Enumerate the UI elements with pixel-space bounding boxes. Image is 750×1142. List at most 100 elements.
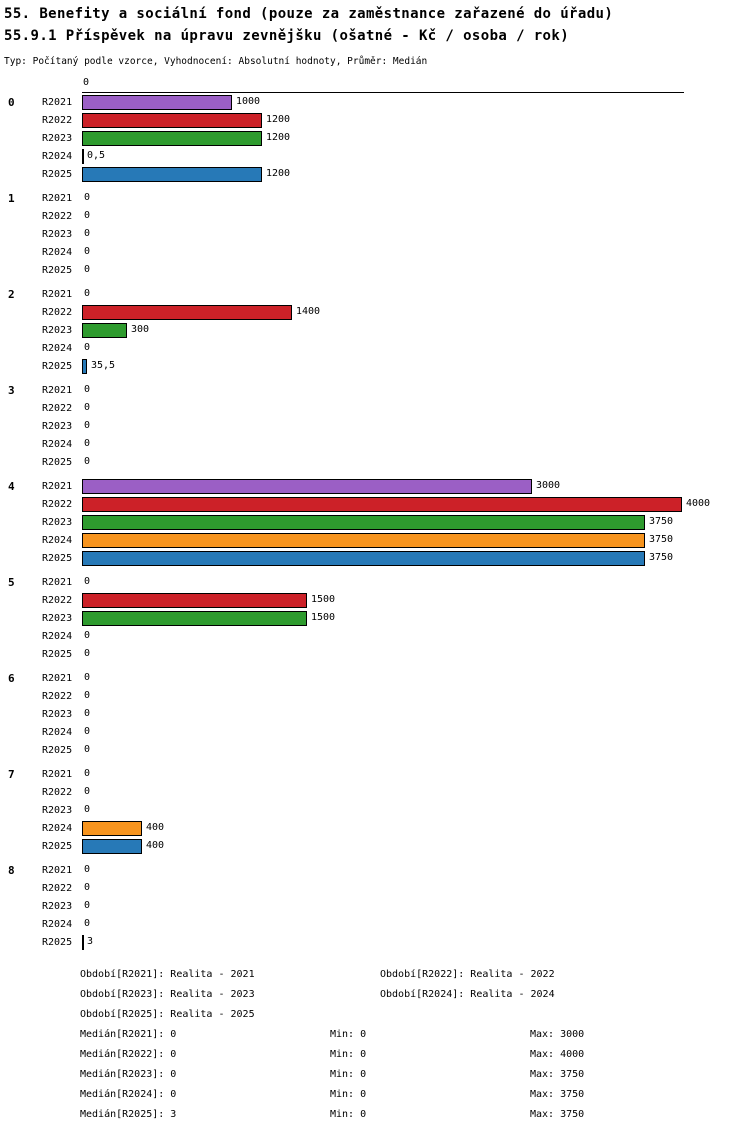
value-label: 3750: [649, 516, 674, 527]
bar: [82, 358, 87, 374]
value-label: 0: [84, 420, 91, 431]
bar-row: R2023 0: [0, 897, 750, 915]
series-label: R2024: [42, 726, 73, 738]
series-label: R2021: [42, 96, 73, 108]
bar-row: R2024 0: [0, 915, 750, 933]
series-label: R2025: [42, 840, 73, 852]
series-label: R2023: [42, 804, 73, 816]
bar-area: 300: [82, 322, 750, 338]
bar-area: 0: [82, 340, 750, 356]
bar-area: 0: [82, 262, 750, 278]
series-label: R2022: [42, 402, 73, 414]
bar-row: R2025 3750: [0, 549, 750, 567]
bar-area: 0: [82, 436, 750, 452]
bar-row: R2025 0: [0, 645, 750, 663]
value-label: 0: [84, 576, 91, 587]
bar-row: R2025 0: [0, 741, 750, 759]
series-label: R2023: [42, 516, 73, 528]
legend-stat-row: Medián[R2024]: 0 Min: 0 Max: 3750: [80, 1085, 750, 1105]
legend-period-label: Období[R2022]: Realita - 2022: [380, 969, 555, 980]
bar-area: 0: [82, 646, 750, 662]
bar-area: 0: [82, 862, 750, 878]
bar-group: 1 R2021 0 R2022 0 R2023 0 R2024 0 R2025 0: [0, 189, 750, 279]
bar-area: 3000: [82, 478, 750, 494]
series-label: R2021: [42, 672, 73, 684]
series-label: R2023: [42, 228, 73, 240]
value-label: 0: [84, 630, 91, 641]
bar-row: R2024 0: [0, 339, 750, 357]
bar-area: 1400: [82, 304, 750, 320]
stat-max-label: Max: 3000: [530, 1029, 585, 1040]
bar-area: 0: [82, 742, 750, 758]
legend-stat-row: Medián[R2025]: 3 Min: 0 Max: 3750: [80, 1105, 750, 1125]
bar-area: 0: [82, 688, 750, 704]
bar-area: 3: [82, 934, 750, 950]
value-label: 400: [146, 822, 165, 833]
value-label: 0: [84, 384, 91, 395]
value-label: 0: [84, 900, 91, 911]
bar-row: R2024 0,5: [0, 147, 750, 165]
series-label: R2024: [42, 246, 73, 258]
series-label: R2021: [42, 480, 73, 492]
value-label: 3: [87, 936, 94, 947]
bar-area: 0: [82, 400, 750, 416]
legend-period-label: Období[R2023]: Realita - 2023: [80, 989, 255, 1000]
bar-row: 1 R2021 0: [0, 189, 750, 207]
value-label: 0: [84, 708, 91, 719]
chart-legend: Období[R2021]: Realita - 2021 Období[R202…: [0, 965, 750, 1125]
series-label: R2023: [42, 708, 73, 720]
bar-area: 0: [82, 574, 750, 590]
bar-area: 0: [82, 190, 750, 206]
bar-area: 0: [82, 784, 750, 800]
group-label: 8: [8, 863, 15, 877]
bar-row: R2023 300: [0, 321, 750, 339]
series-label: R2025: [42, 552, 73, 564]
value-label: 0: [84, 288, 91, 299]
legend-stats: Medián[R2021]: 0 Min: 0 Max: 3000 Medián[R2…: [80, 1025, 750, 1125]
stat-min-label: Min: 0: [330, 1029, 367, 1040]
bar-area: 400: [82, 838, 750, 854]
bar-group: 4 R2021 3000 R2022 4000 R2023 3750 R2024 3750 R20…: [0, 477, 750, 567]
series-label: R2023: [42, 132, 73, 144]
group-label: 5: [8, 575, 15, 589]
series-label: R2022: [42, 690, 73, 702]
stat-min-label: Min: 0: [330, 1069, 367, 1080]
bar-area: 0: [82, 208, 750, 224]
bar-row: R2025 35,5: [0, 357, 750, 375]
bar: [82, 478, 532, 494]
value-label: 1400: [296, 306, 321, 317]
bar: [82, 550, 645, 566]
bar-row: R2022 1400: [0, 303, 750, 321]
value-label: 0: [84, 192, 91, 203]
value-label: 3000: [536, 480, 561, 491]
bar: [82, 532, 645, 548]
stat-median-label: Medián[R2021]: 0: [80, 1029, 177, 1040]
bar-row: R2024 0: [0, 723, 750, 741]
bar-area: 400: [82, 820, 750, 836]
legend-period-label: Období[R2021]: Realita - 2021: [80, 969, 255, 980]
bar-row: R2023 0: [0, 801, 750, 819]
value-label: 0: [84, 648, 91, 659]
bar-row: 5 R2021 0: [0, 573, 750, 591]
series-label: R2024: [42, 534, 73, 546]
group-label: 1: [8, 191, 15, 205]
bar-row: 0 R2021 1000: [0, 93, 750, 111]
bar-area: 0: [82, 880, 750, 896]
group-label: 3: [8, 383, 15, 397]
bar-area: 0,5: [82, 148, 750, 164]
series-label: R2021: [42, 864, 73, 876]
bar-row: 6 R2021 0: [0, 669, 750, 687]
value-label: 300: [131, 324, 150, 335]
bar-row: 2 R2021 0: [0, 285, 750, 303]
bar-area: 0: [82, 724, 750, 740]
value-label: 1200: [266, 132, 291, 143]
bar-row: R2025 0: [0, 453, 750, 471]
series-label: R2025: [42, 456, 73, 468]
bar-row: R2023 0: [0, 225, 750, 243]
bar-row: R2025 1200: [0, 165, 750, 183]
bar-group: 5 R2021 0 R2022 1500 R2023 1500 R2024 0 R2025 0: [0, 573, 750, 663]
bar-row: R2022 0: [0, 207, 750, 225]
bar-row: R2024 3750: [0, 531, 750, 549]
bar-row: R2022 1500: [0, 591, 750, 609]
legend-period-label: Období[R2025]: Realita - 2025: [80, 1009, 255, 1020]
